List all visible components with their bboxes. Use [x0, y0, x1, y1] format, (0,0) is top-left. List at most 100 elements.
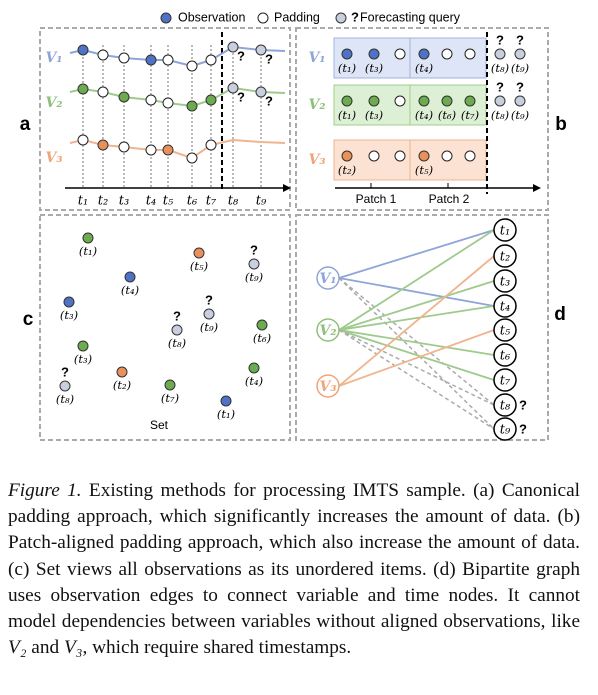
label: ? — [205, 292, 213, 307]
node — [77, 340, 89, 352]
node — [164, 379, 176, 391]
node — [116, 366, 128, 378]
label: V₃ — [320, 379, 337, 395]
node — [186, 152, 198, 164]
label: V₂ — [320, 323, 337, 339]
node — [77, 134, 89, 146]
node — [494, 48, 506, 60]
caption-label: Figure 1. — [8, 480, 82, 501]
edge — [338, 305, 495, 331]
node — [220, 395, 232, 407]
node — [193, 247, 205, 259]
node — [118, 52, 130, 64]
node — [394, 48, 406, 60]
node — [124, 271, 136, 283]
node — [248, 362, 260, 374]
label: V₁ — [309, 50, 326, 66]
label: t₂ — [98, 194, 108, 209]
label: d — [554, 304, 566, 325]
label: V₂ — [46, 95, 63, 111]
label: ? — [516, 32, 524, 47]
edge — [338, 255, 495, 387]
node — [162, 54, 174, 66]
caption-var: V₂ — [8, 637, 27, 659]
node — [341, 150, 353, 162]
node — [162, 97, 174, 109]
caption: Figure 1. Existing methods for processin… — [8, 478, 580, 661]
node — [118, 141, 130, 153]
label: (t₃) — [365, 108, 383, 122]
node — [514, 48, 526, 60]
variable-node — [316, 266, 340, 290]
node — [255, 44, 267, 56]
node — [97, 86, 109, 98]
label: t₁ — [78, 194, 88, 209]
label: t₇ — [500, 374, 511, 389]
node — [368, 150, 380, 162]
label: (t₈) — [491, 61, 509, 75]
caption-text: , which require shared timestamps. — [82, 637, 352, 659]
time-node — [493, 294, 517, 318]
node — [441, 95, 453, 107]
node — [160, 12, 172, 24]
label: t₁ — [500, 224, 510, 239]
label: ? — [61, 364, 69, 379]
edge — [338, 229, 495, 331]
node — [464, 95, 476, 107]
node — [441, 48, 453, 60]
label: V₂ — [309, 97, 326, 113]
time-node — [493, 269, 517, 293]
label: ? — [496, 32, 504, 47]
time-node — [493, 343, 517, 367]
node — [248, 258, 260, 270]
label: (t₈) — [491, 108, 509, 122]
label: t₃ — [119, 194, 129, 209]
node — [186, 100, 198, 112]
label: t₄ — [500, 300, 510, 315]
label: Patch 1 — [356, 192, 397, 206]
node — [118, 91, 130, 103]
label: (t₇) — [461, 108, 479, 122]
time-node — [493, 393, 517, 417]
node — [394, 150, 406, 162]
label: V₃ — [46, 150, 63, 166]
node — [368, 95, 380, 107]
edge — [338, 277, 495, 406]
label: (t₁) — [338, 108, 356, 122]
panel-frame — [295, 27, 549, 211]
node — [341, 48, 353, 60]
node — [145, 144, 157, 156]
label: t₇ — [206, 194, 217, 209]
label: (t₆) — [253, 331, 271, 345]
node — [441, 150, 453, 162]
label: Padding — [274, 10, 320, 24]
label: (t₃) — [60, 308, 78, 322]
time-node — [493, 368, 517, 392]
node — [227, 82, 239, 94]
label: ? — [265, 51, 273, 66]
label: Patch 2 — [429, 192, 470, 206]
label: c — [23, 309, 34, 330]
label: (t₉) — [511, 61, 529, 75]
node — [227, 41, 239, 53]
label: (t₉) — [200, 320, 218, 334]
panel-frame — [39, 27, 291, 211]
caption-text: Existing methods for processing IMTS sam… — [8, 480, 580, 633]
label: (t₄) — [121, 283, 139, 297]
label: ? — [237, 89, 245, 104]
node — [257, 12, 269, 24]
label: t₆ — [187, 194, 197, 209]
label: (t₁) — [338, 61, 356, 75]
caption-var: V₃ — [63, 637, 83, 659]
node — [256, 319, 268, 331]
label: t₃ — [500, 275, 510, 290]
arrow — [533, 184, 541, 192]
label: (t₄) — [245, 374, 263, 388]
edge — [338, 280, 495, 331]
node — [145, 94, 157, 106]
edge — [338, 229, 495, 279]
label: t₈ — [228, 194, 239, 209]
node — [145, 54, 157, 66]
label: t₄ — [146, 194, 156, 209]
